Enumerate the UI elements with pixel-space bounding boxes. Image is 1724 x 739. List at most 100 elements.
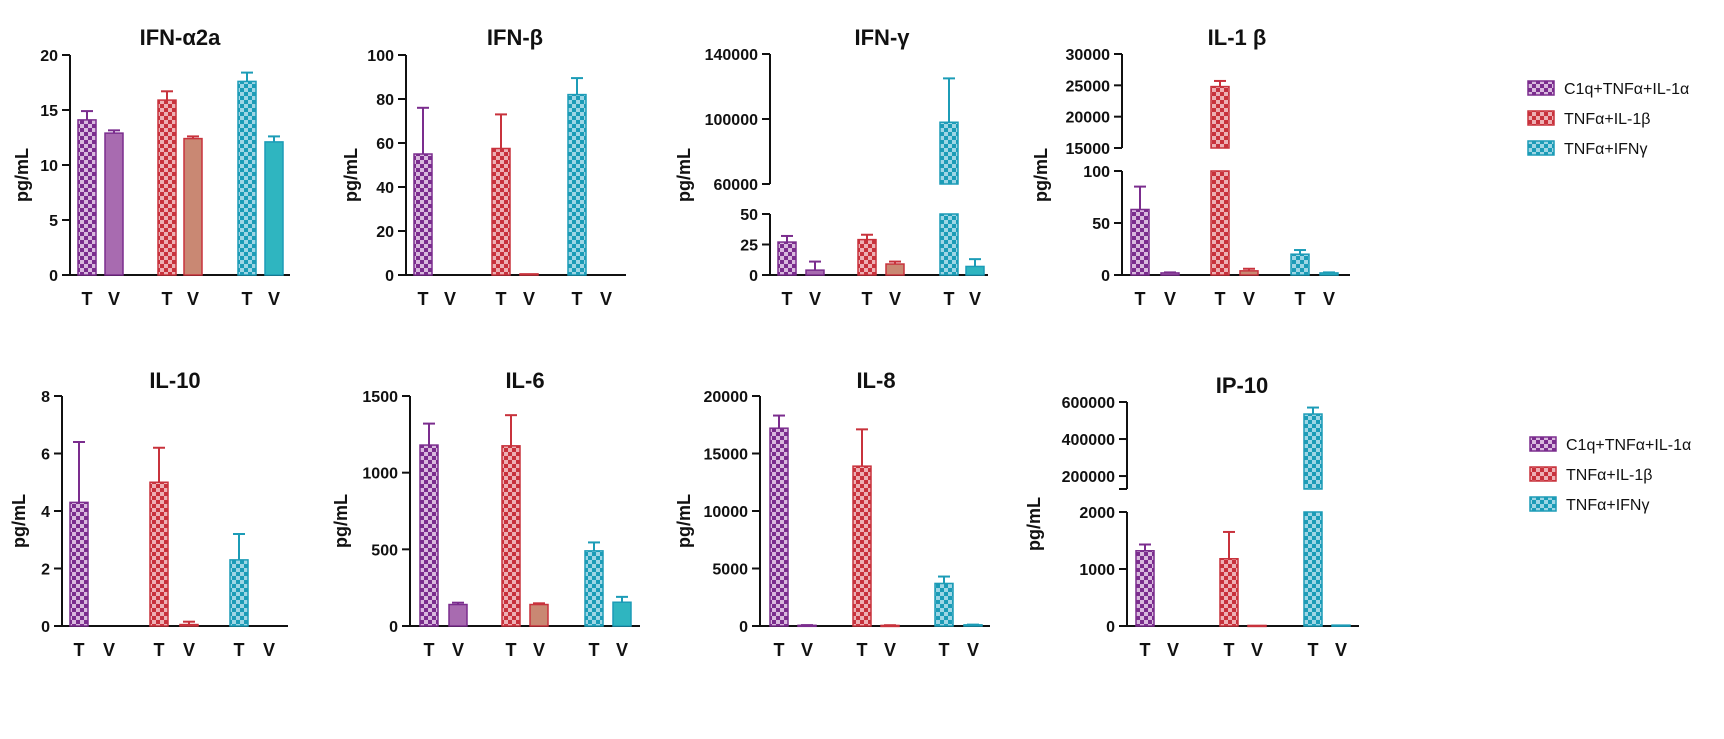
bar (491, 147, 511, 276)
x-tick-label: T (589, 640, 600, 660)
legend-label: TNFα+IFNγ (1566, 497, 1649, 514)
x-tick-label: V (801, 640, 813, 660)
chart-title: IL-1 β (1208, 25, 1267, 50)
y-tick-label: 0 (1101, 268, 1110, 285)
x-tick-label: T (74, 640, 85, 660)
bar (1290, 253, 1310, 276)
y-axis-label: pg/mL (674, 494, 694, 548)
y-tick-label: 25 (740, 238, 758, 255)
bar (777, 241, 797, 276)
bar (104, 132, 124, 276)
bar (805, 269, 825, 276)
legend: C1q+TNFα+IL-1α TNFα+IL-1β TNFα+IFNγ (1529, 436, 1691, 514)
x-tick-label: V (263, 640, 275, 660)
y-tick-label: 0 (385, 268, 394, 285)
y-tick-label: 100000 (705, 112, 758, 129)
x-tick-label: V (600, 289, 612, 309)
x-tick-label: V (884, 640, 896, 660)
y-tick-label: 500 (371, 542, 398, 559)
y-tick-label: 600000 (1062, 395, 1115, 412)
y-tick-label: 5000 (712, 562, 748, 579)
x-tick-label: V (1243, 289, 1255, 309)
bar (69, 501, 89, 627)
y-tick-label: 20 (40, 48, 58, 65)
chart-title: IFN-β (487, 25, 543, 50)
legend-label: TNFα+IL-1β (1566, 467, 1652, 484)
x-tick-label: V (1251, 640, 1263, 660)
legend-swatch (1527, 80, 1555, 96)
y-tick-label: 100 (1083, 164, 1110, 181)
bar (1219, 557, 1239, 627)
y-tick-label: 1500 (362, 389, 398, 406)
bar (519, 273, 539, 276)
bar (1247, 624, 1267, 628)
bar (769, 427, 789, 627)
bar (1239, 270, 1259, 276)
y-tick-label: 10 (40, 158, 58, 175)
legend-swatch (1529, 466, 1557, 482)
bar (1130, 208, 1150, 276)
legend-label: TNFα+IFNγ (1564, 141, 1647, 158)
x-tick-label: T (1215, 289, 1226, 309)
bar (1135, 550, 1155, 627)
bar (939, 213, 959, 276)
x-tick-label: V (452, 640, 464, 660)
bar (584, 550, 604, 627)
y-tick-label: 15 (40, 103, 58, 120)
legend-swatch (1527, 140, 1555, 156)
x-tick-label: T (234, 640, 245, 660)
x-tick-label: V (108, 289, 120, 309)
x-tick-label: V (103, 640, 115, 660)
bar (1303, 511, 1323, 627)
bar (419, 444, 439, 627)
x-tick-label: V (1164, 289, 1176, 309)
x-tick-label: V (523, 289, 535, 309)
bar (857, 238, 877, 276)
bar (501, 445, 521, 627)
y-tick-label: 2 (41, 562, 50, 579)
y-tick-label: 30000 (1066, 47, 1111, 64)
bar (237, 80, 257, 276)
y-tick-label: 6 (41, 447, 50, 464)
bar (612, 601, 632, 627)
y-tick-label: 0 (1106, 619, 1115, 636)
x-tick-label: V (268, 289, 280, 309)
bar (885, 263, 905, 276)
bar-upper (1210, 85, 1230, 149)
bar (934, 582, 954, 627)
legend-swatch (1529, 436, 1557, 452)
bar (149, 481, 169, 627)
bar-upper (939, 121, 959, 185)
y-tick-label: 0 (749, 268, 758, 285)
x-tick-label: T (162, 289, 173, 309)
chart-title: IL-10 (149, 368, 200, 393)
y-tick-label: 10000 (704, 504, 749, 521)
y-tick-label: 2000 (1079, 505, 1115, 522)
y-tick-label: 20000 (1066, 110, 1111, 127)
legend: C1q+TNFα+IL-1α TNFα+IL-1β TNFα+IFNγ (1527, 80, 1689, 158)
x-tick-label: T (154, 640, 165, 660)
legend-label: TNFα+IL-1β (1564, 111, 1650, 128)
y-axis-label: pg/mL (1024, 497, 1044, 551)
y-tick-label: 40 (376, 180, 394, 197)
x-tick-label: T (944, 289, 955, 309)
y-tick-label: 80 (376, 92, 394, 109)
y-tick-label: 60000 (714, 177, 759, 194)
y-tick-label: 25000 (1066, 78, 1111, 95)
x-tick-label: T (242, 289, 253, 309)
x-tick-label: T (857, 640, 868, 660)
x-tick-label: V (1335, 640, 1347, 660)
y-tick-label: 4 (41, 504, 50, 521)
bar (852, 465, 872, 627)
x-tick-label: V (889, 289, 901, 309)
x-tick-label: T (862, 289, 873, 309)
bar (157, 99, 177, 276)
x-tick-label: T (1140, 640, 1151, 660)
x-tick-label: T (1135, 289, 1146, 309)
bar (1331, 624, 1351, 627)
y-tick-label: 0 (389, 619, 398, 636)
